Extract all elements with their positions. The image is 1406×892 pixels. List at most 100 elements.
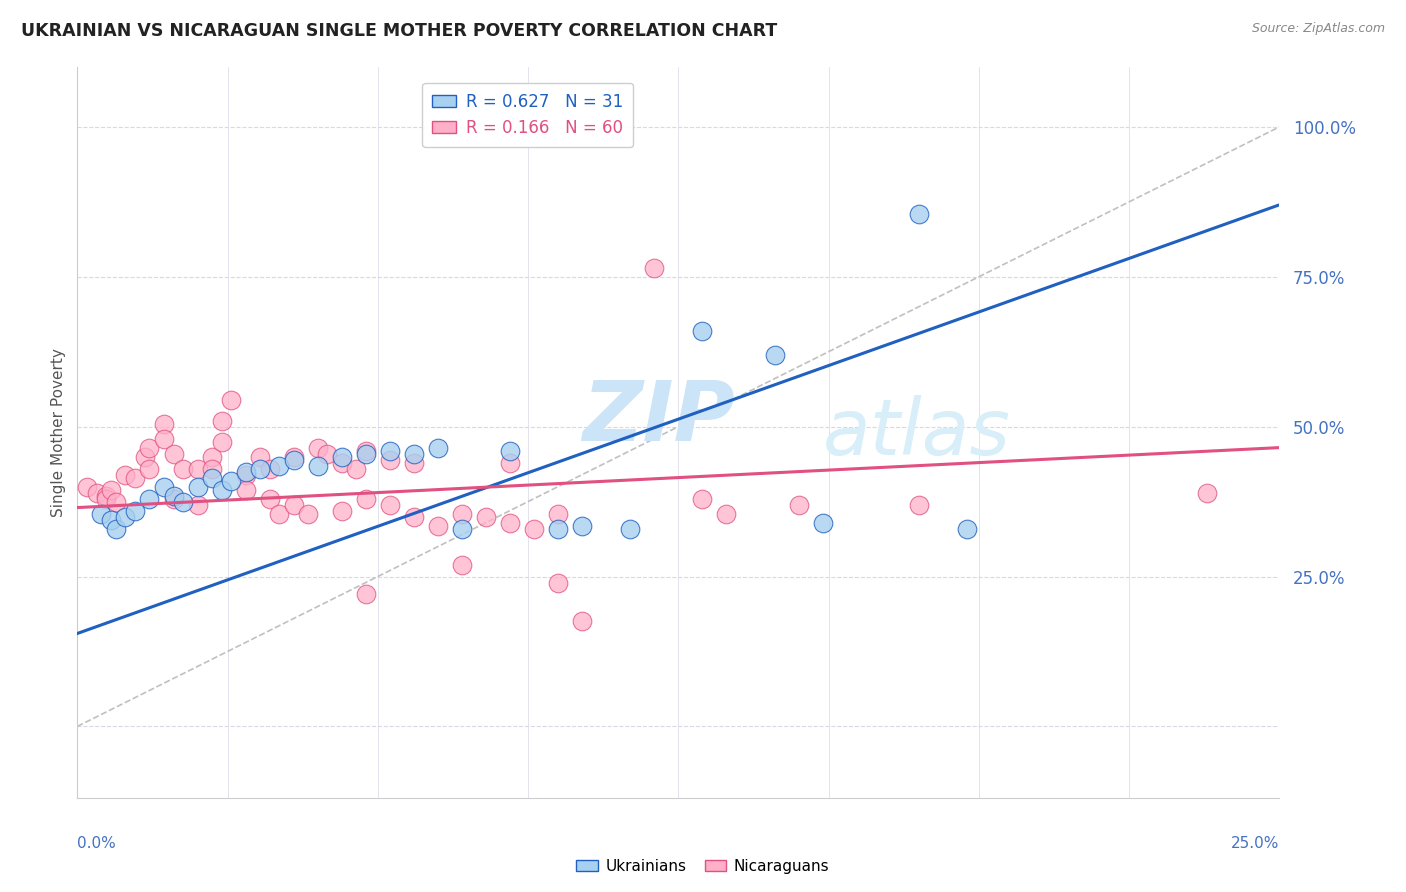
Point [908,207,931,221]
Point [283,450,305,464]
Point [307,441,329,455]
Point [249,450,271,464]
Point [499,456,522,470]
Point [330,450,353,464]
Point [451,507,474,521]
Point [283,452,305,467]
Point [104,494,127,508]
Point [475,509,498,524]
Point [259,461,281,475]
Y-axis label: Single Mother Poverty: Single Mother Poverty [51,348,66,517]
Point [235,465,257,479]
Point [201,450,224,464]
Point [451,522,474,536]
Point [134,450,156,464]
Point [523,522,546,536]
Point [499,443,522,458]
Point [354,587,377,601]
Point [187,461,209,475]
Point [547,575,569,590]
Point [547,507,569,521]
Point [269,458,291,473]
Point [330,456,353,470]
Point [378,452,401,467]
Point [96,489,118,503]
Text: 0.0%: 0.0% [77,836,117,851]
Point [1197,485,1219,500]
Point [187,498,209,512]
Point [124,503,146,517]
Point [138,491,160,506]
Point [378,498,401,512]
Point [219,392,242,407]
Point [201,470,224,484]
Point [211,483,233,497]
Point [643,260,665,275]
Legend: Ukrainians, Nicaraguans: Ukrainians, Nicaraguans [571,853,835,880]
Point [354,491,377,506]
Point [354,443,377,458]
Point [187,479,209,493]
Point [402,447,425,461]
Point [619,522,641,536]
Point [235,483,257,497]
Point [211,434,233,449]
Point [76,479,98,493]
Point [162,489,184,503]
Point [96,491,118,506]
Point [201,461,224,475]
Point [402,509,425,524]
Point [787,498,810,512]
Point [249,461,271,475]
Point [114,467,136,482]
Point [86,485,108,500]
Point [219,474,242,488]
Point [316,447,339,461]
Point [908,498,931,512]
Point [269,507,291,521]
Point [499,516,522,530]
Point [104,522,127,536]
Point [138,461,160,475]
Text: Source: ZipAtlas.com: Source: ZipAtlas.com [1251,22,1385,36]
Point [571,615,593,629]
Point [402,456,425,470]
Point [956,522,979,536]
Point [427,518,450,533]
Point [138,441,160,455]
Point [100,483,122,497]
Point [90,507,112,521]
Point [692,324,714,338]
Point [763,348,786,362]
Point [114,509,136,524]
Point [547,522,569,536]
Point [354,447,377,461]
Point [378,443,401,458]
Point [307,458,329,473]
Point [716,507,738,521]
Point [330,503,353,517]
Text: 25.0%: 25.0% [1232,836,1279,851]
Point [153,417,176,431]
Point [427,441,450,455]
Point [451,558,474,572]
Point [172,494,194,508]
Point [153,479,176,493]
Point [297,507,319,521]
Point [344,461,367,475]
Point [162,491,184,506]
Point [692,491,714,506]
Text: ZIP: ZIP [582,377,735,458]
Point [100,512,122,526]
Point [283,498,305,512]
Point [162,447,184,461]
Point [571,518,593,533]
Point [211,414,233,428]
Point [153,432,176,446]
Point [811,516,834,530]
Point [124,470,146,484]
Point [172,461,194,475]
Text: atlas: atlas [823,394,1011,471]
Point [259,491,281,506]
Legend: R = 0.627   N = 31, R = 0.166   N = 60: R = 0.627 N = 31, R = 0.166 N = 60 [422,83,633,147]
